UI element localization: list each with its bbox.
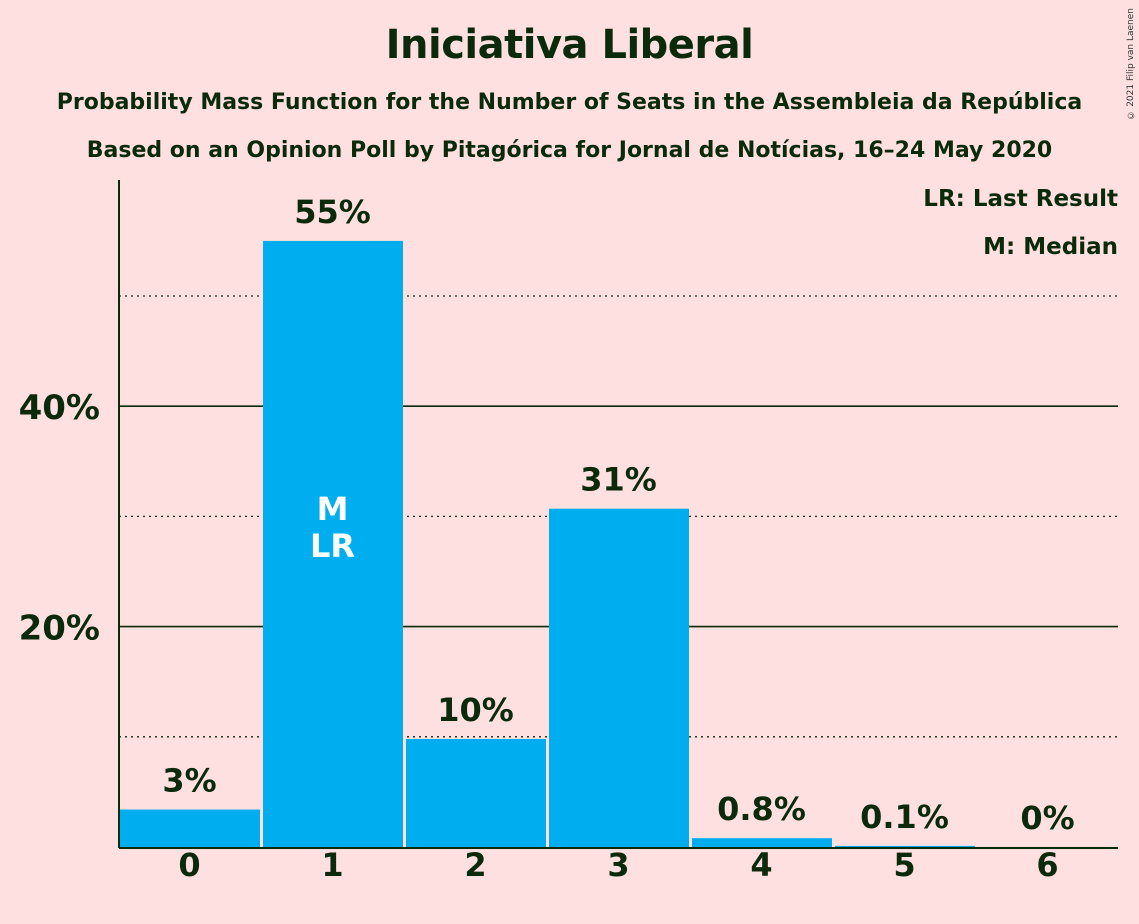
bar: [120, 809, 260, 847]
x-tick-label: 2: [464, 846, 486, 884]
y-tick-label: 20%: [19, 609, 100, 649]
bar: [692, 838, 832, 847]
bar-value-label: 10%: [437, 691, 514, 729]
y-tick-label: 40%: [19, 388, 100, 428]
bar: [835, 845, 975, 847]
x-tick-label: 6: [1036, 846, 1058, 884]
legend-last-result: LR: Last Result: [923, 186, 1118, 212]
x-tick-label: 4: [750, 846, 772, 884]
chart-title: Iniciativa Liberal: [385, 22, 754, 68]
bar-marker-label: LR: [310, 527, 355, 565]
bar-value-label: 0%: [1020, 799, 1074, 837]
chart-subtitle-2: Based on an Opinion Poll by Pitagórica f…: [86, 138, 1053, 163]
x-tick-label: 5: [893, 846, 915, 884]
bar: [549, 508, 689, 847]
x-tick-label: 0: [178, 846, 200, 884]
x-tick-label: 3: [607, 846, 629, 884]
chart-subtitle-1: Probability Mass Function for the Number…: [56, 90, 1083, 115]
bar: [406, 739, 546, 847]
bar-value-label: 0.8%: [717, 790, 806, 828]
bar-value-label: 55%: [294, 193, 371, 231]
legend-median: M: Median: [983, 234, 1118, 260]
bar-value-label: 0.1%: [860, 798, 949, 836]
x-tick-label: 1: [321, 846, 343, 884]
bar-value-label: 31%: [580, 461, 657, 499]
bar-value-label: 3%: [162, 762, 216, 800]
bar: [263, 240, 403, 847]
bar-marker-label: M: [317, 490, 349, 528]
